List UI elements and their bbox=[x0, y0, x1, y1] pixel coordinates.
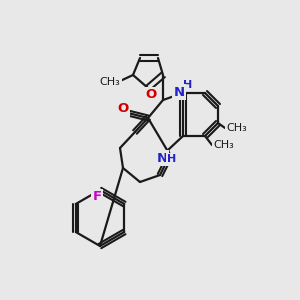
Text: N: N bbox=[156, 152, 168, 164]
Text: O: O bbox=[146, 88, 157, 101]
Text: N: N bbox=[173, 85, 184, 98]
Text: CH₃: CH₃ bbox=[214, 140, 234, 150]
Text: F: F bbox=[92, 190, 102, 203]
Text: CH₃: CH₃ bbox=[100, 77, 120, 87]
Text: CH₃: CH₃ bbox=[226, 123, 248, 133]
Text: H: H bbox=[167, 154, 177, 164]
Text: H: H bbox=[183, 80, 193, 90]
Text: O: O bbox=[117, 103, 129, 116]
